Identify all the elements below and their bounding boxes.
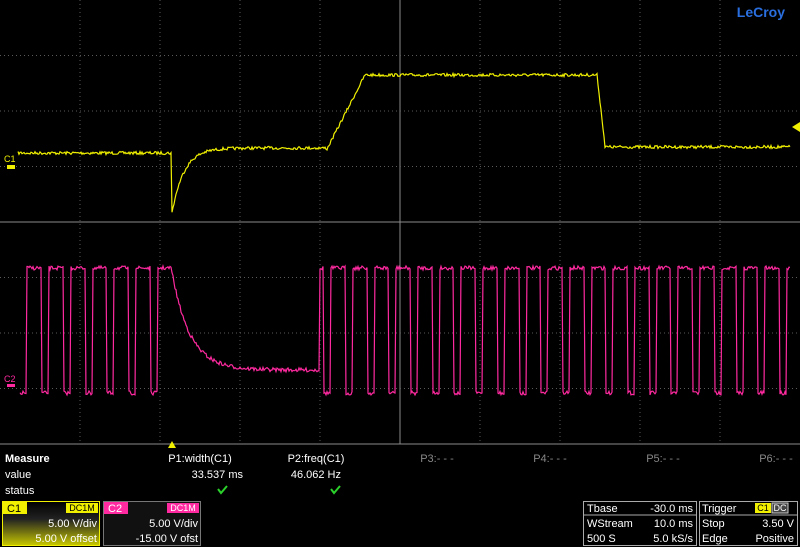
param-name[interactable]: P4:- - - xyxy=(533,453,567,465)
trigger-time-marker xyxy=(168,441,176,448)
status-check xyxy=(217,485,228,495)
trace-c2 xyxy=(19,263,791,397)
box xyxy=(583,501,697,546)
scale: 5.00 V/div xyxy=(149,518,198,530)
badge xyxy=(167,503,199,513)
c2-descriptor[interactable]: C2 DC1M 5.00 V/div -15.00 V ofst xyxy=(103,501,201,546)
row-label: status xyxy=(5,485,35,497)
status-check xyxy=(330,485,341,495)
badge xyxy=(771,502,789,514)
graticule xyxy=(0,0,800,445)
channel-name: C2 xyxy=(108,503,122,515)
label: Edge xyxy=(702,533,728,545)
badge xyxy=(755,503,771,513)
timebase-descriptor[interactable]: Tbase -30.0 ms WStream 10.0 ms 500 S 5.0… xyxy=(583,501,697,546)
trigger-level-marker xyxy=(792,122,800,132)
c1-descriptor[interactable]: C1 DC1M 5.00 V/div 5.00 V offset xyxy=(2,501,100,546)
badge xyxy=(66,503,98,513)
row-label: value xyxy=(5,469,31,481)
trace-label: C1 xyxy=(4,154,16,164)
label: WStream xyxy=(587,518,633,530)
tab xyxy=(3,502,27,514)
param-name[interactable]: P3:- - - xyxy=(420,453,454,465)
measure-header: Measure xyxy=(5,453,50,465)
trigger-descriptor[interactable]: Trigger C1 DC Stop 3.50 V Edge Positive xyxy=(699,501,798,546)
offset: 5.00 V offset xyxy=(35,533,97,545)
label: Tbase xyxy=(587,503,618,515)
param-name[interactable]: P6:- - - xyxy=(759,453,793,465)
param-name[interactable]: P5:- - - xyxy=(646,453,680,465)
c2-marker xyxy=(7,384,15,387)
trace-c1 xyxy=(17,71,791,213)
label: 500 S xyxy=(587,533,616,545)
value: 5.0 kS/s xyxy=(653,533,693,545)
trace-label: C2 xyxy=(4,374,16,384)
param-name[interactable]: P2:freq(C1) xyxy=(288,453,345,465)
param-value: 46.062 Hz xyxy=(291,469,341,481)
scale: 5.00 V/div xyxy=(48,518,97,530)
brand-logo: LeCroy xyxy=(737,4,785,20)
c1-marker xyxy=(7,165,15,169)
coupling: DC1M xyxy=(170,503,196,513)
param-value: 33.537 ms xyxy=(192,469,244,481)
source: C1 xyxy=(757,503,769,513)
tab xyxy=(104,502,128,514)
offset: -15.00 V ofst xyxy=(136,533,198,545)
channel-name: C1 xyxy=(7,503,21,515)
coupling: DC xyxy=(774,503,787,513)
value: -30.0 ms xyxy=(650,503,693,515)
param-name[interactable]: P1:width(C1) xyxy=(168,453,232,465)
value: Positive xyxy=(755,533,794,545)
value: 10.0 ms xyxy=(654,518,694,530)
value: 3.50 V xyxy=(762,518,794,530)
label: Stop xyxy=(702,518,725,530)
label: Trigger xyxy=(702,503,737,515)
coupling: DC1M xyxy=(69,503,95,513)
